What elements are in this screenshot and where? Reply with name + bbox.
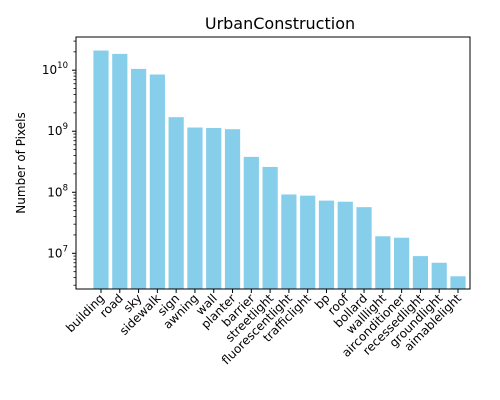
- y-ticks-group: 107 108 109 1010: [42, 40, 76, 286]
- bar-building: [93, 50, 109, 289]
- bar-wall: [206, 128, 222, 289]
- bar-groundlight: [431, 262, 447, 289]
- bar-bp: [318, 200, 335, 289]
- bar-planter: [224, 129, 241, 289]
- bar-aimablelight: [450, 276, 466, 289]
- bar-awning: [187, 127, 203, 289]
- bar-sidewalk: [149, 74, 165, 289]
- chart-title: UrbanConstruction: [205, 14, 355, 33]
- y-tick-label: 109: [47, 122, 68, 138]
- bar-bollard: [356, 207, 372, 289]
- y-axis-label: Number of Pixels: [14, 112, 28, 213]
- bar-streetlight: [262, 166, 278, 289]
- bar-walllight: [375, 236, 391, 289]
- bars-group: [93, 50, 466, 290]
- bar-trafficlight: [300, 195, 316, 289]
- y-tick-label: 108: [47, 183, 68, 199]
- bar-road: [112, 53, 128, 290]
- y-tick-label: 1010: [42, 61, 68, 77]
- bar-fluorescentlight: [281, 194, 297, 289]
- bar-sign: [168, 117, 184, 289]
- y-tick-label: 107: [47, 244, 68, 260]
- bar-recessedlight: [412, 256, 429, 289]
- x-ticks-group: buildingroadskysidewalksignawningwallpla…: [63, 289, 464, 367]
- plot-frame: [75, 36, 471, 290]
- bar-barrier: [243, 156, 259, 289]
- bar-sky: [130, 68, 147, 289]
- bar-airconditioner: [394, 237, 410, 289]
- bar-roof: [337, 201, 353, 289]
